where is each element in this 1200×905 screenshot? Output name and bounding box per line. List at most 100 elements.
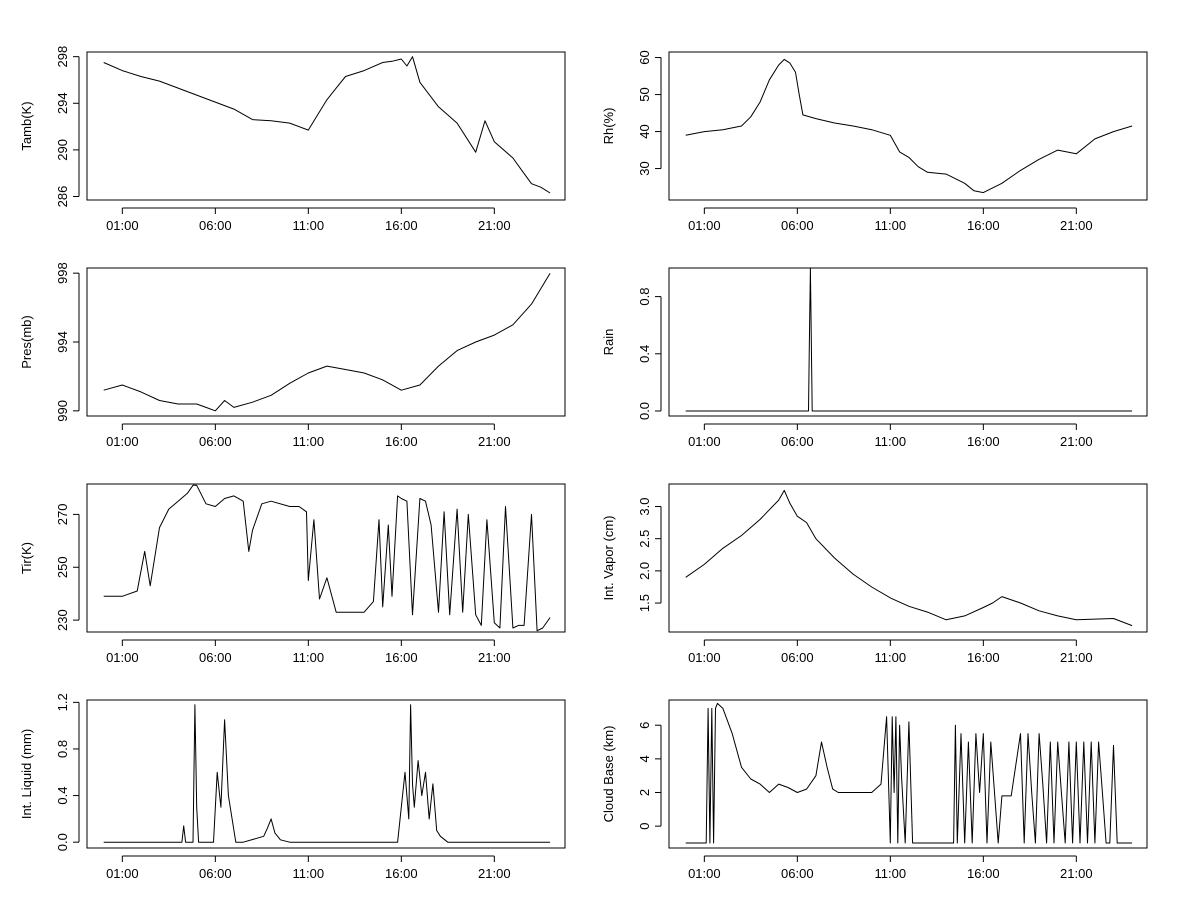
chart-panel-7: 01:00 06:00 11:00 16:00 21:00 0.0 0.4 0.8 1.2 Int… [19,693,566,881]
x-tick-label: 21:00 [478,218,511,233]
y-tick-label: 990 [55,400,70,422]
x-tick-label: 01:00 [106,218,139,233]
x-tick-label: 01:00 [106,434,139,449]
x-tick-label: 06:00 [781,434,814,449]
y-tick-label: 286 [55,186,70,208]
y-tick-label: 30 [637,161,652,175]
x-tick-label: 11:00 [293,866,325,881]
chart-panel-6: 01:00 06:00 11:00 16:00 21:00 1.5 2.0 2.5 3.0 Int… [601,483,1148,665]
x-tick-label: 06:00 [781,650,814,665]
y-tick-label: 4 [637,755,652,762]
x-tick-label: 21:00 [478,650,511,665]
plot-frame [668,483,1148,633]
y-tick-label: 0 [637,823,652,830]
x-tick-label: 21:00 [1060,650,1093,665]
x-tick-label: 01:00 [688,650,721,665]
x-tick-label: 11:00 [293,218,325,233]
y-tick-label: 290 [55,139,70,161]
series-line-1 [103,272,551,412]
y-tick-label: 0.0 [55,833,70,851]
y-tick-label: 60 [637,50,652,64]
x-tick-label: 06:00 [199,434,232,449]
x-tick-label: 06:00 [781,218,814,233]
x-tick-label: 16:00 [385,866,418,881]
chart-panel-2: 01:00 06:00 11:00 16:00 21:00 30 40 50 60 Rh(%) [601,50,1148,233]
y-tick-label: 0.4 [55,787,70,805]
y-axis-title: Tir(K) [19,542,34,574]
chart-panel-3: 01:00 06:00 11:00 16:00 21:00 990 994 998 Pres(m… [19,262,566,449]
x-tick-label: 16:00 [967,434,1000,449]
chart-panel-8: 01:00 06:00 11:00 16:00 21:00 0 2 4 6 Cloud Base … [601,699,1148,881]
y-tick-label: 1.2 [55,693,70,711]
x-tick-label: 16:00 [385,218,418,233]
x-tick-label: 21:00 [1060,218,1093,233]
plot-frame [668,51,1148,201]
y-tick-label: 6 [637,722,652,729]
y-tick-label: 2.0 [637,562,652,580]
y-tick-label: 998 [55,262,70,284]
y-tick-label: 230 [55,609,70,631]
series-line-1 [103,704,551,843]
plot-frame [86,51,566,201]
series-line-1 [103,484,551,632]
y-tick-label: 0.8 [55,740,70,758]
chart-panel-5: 01:00 06:00 11:00 16:00 21:00 230 250 270 Tir(K) [19,483,566,665]
x-tick-label: 11:00 [875,218,907,233]
x-tick-label: 11:00 [875,866,907,881]
x-tick-label: 21:00 [1060,434,1093,449]
x-tick-label: 11:00 [875,650,907,665]
x-tick-label: 11:00 [875,434,907,449]
y-tick-label: 994 [55,331,70,353]
y-tick-label: 1.5 [637,594,652,612]
x-tick-label: 01:00 [106,866,139,881]
y-tick-label: 3.0 [637,497,652,515]
y-tick-label: 2 [637,789,652,796]
y-axis-title: Rh(%) [601,108,616,145]
x-tick-label: 11:00 [293,650,325,665]
plot-frame [86,483,566,633]
x-tick-label: 16:00 [385,434,418,449]
series-line-1 [685,489,1133,627]
y-tick-label: 2.5 [637,530,652,548]
y-tick-label: 50 [637,87,652,101]
y-tick-label: 40 [637,124,652,138]
y-axis-title: Pres(mb) [19,315,34,368]
x-tick-label: 16:00 [385,650,418,665]
x-tick-label: 21:00 [478,434,511,449]
x-tick-label: 16:00 [967,866,1000,881]
y-tick-label: 0.4 [637,345,652,363]
y-tick-label: 250 [55,556,70,578]
x-tick-label: 06:00 [781,866,814,881]
y-tick-label: 298 [55,46,70,68]
x-tick-label: 01:00 [688,218,721,233]
x-tick-label: 16:00 [967,218,1000,233]
series-line-1 [685,267,1133,412]
x-tick-label: 01:00 [688,434,721,449]
y-tick-label: 0.0 [637,402,652,420]
plot-frame [668,699,1148,849]
x-tick-label: 01:00 [688,866,721,881]
x-tick-label: 11:00 [293,434,325,449]
plot-frame [86,267,566,417]
chart-panel-4: 01:00 06:00 11:00 16:00 21:00 0.0 0.4 0.8 Rain [601,267,1148,449]
y-tick-label: 270 [55,504,70,526]
series-line-1 [685,58,1133,194]
series-line-1 [685,702,1133,844]
x-tick-label: 06:00 [199,218,232,233]
chart-panel-1: 01:00 06:00 11:00 16:00 21:00 286 290 294 298 Tam… [19,46,566,233]
series-line-1 [103,56,551,194]
y-tick-label: 0.8 [637,288,652,306]
x-tick-label: 06:00 [199,866,232,881]
x-tick-label: 06:00 [199,650,232,665]
y-axis-title: Rain [601,329,616,356]
y-tick-label: 294 [55,92,70,114]
x-tick-label: 21:00 [478,866,511,881]
y-axis-title: Cloud Base (km) [601,726,616,823]
y-axis-title: Int. Vapor (cm) [601,515,616,600]
x-tick-label: 21:00 [1060,866,1093,881]
x-tick-label: 16:00 [967,650,1000,665]
y-axis-title: Int. Liquid (mm) [19,729,34,819]
x-tick-label: 01:00 [106,650,139,665]
